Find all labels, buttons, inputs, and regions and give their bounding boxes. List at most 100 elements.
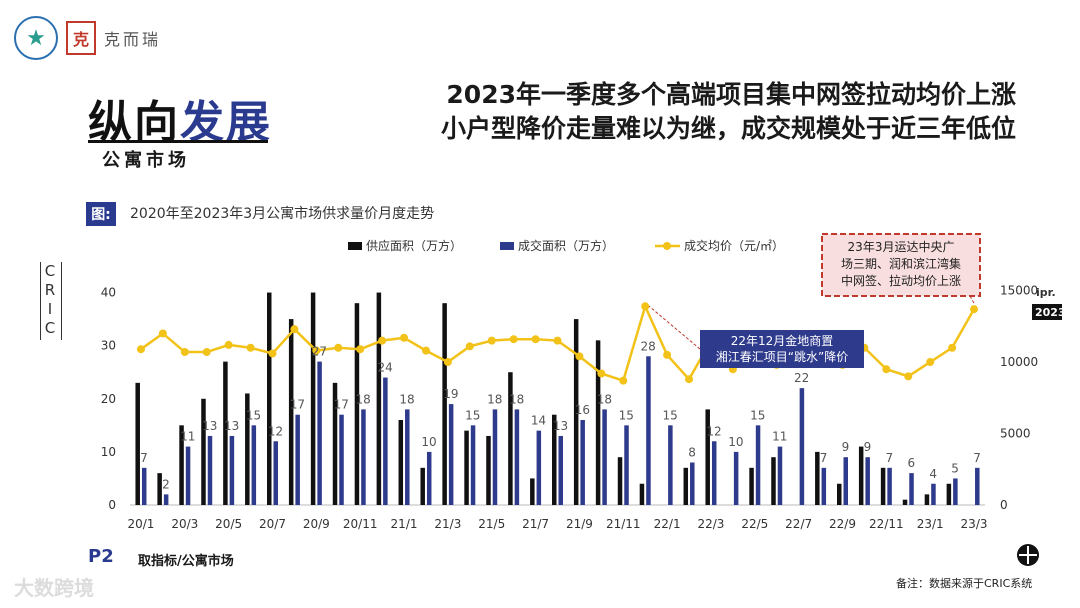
deal-area-data-label: 15 <box>619 408 634 422</box>
x-axis-tick-label: 22/9 <box>829 517 856 531</box>
price-point <box>443 358 452 367</box>
deal-area-bar <box>273 441 278 505</box>
deal-area-data-label: 7 <box>140 451 148 465</box>
deal-area-bar <box>295 414 300 505</box>
deal-area-data-label: 9 <box>864 440 872 454</box>
headline-line1: 2023年一季度多个高端项目集中网签拉动均价上涨 <box>446 80 1016 109</box>
deal-area-data-label: 13 <box>224 419 239 433</box>
x-axis-tick-label: 22/7 <box>785 517 812 531</box>
deal-area-bar <box>470 425 476 505</box>
deal-area-data-label: 12 <box>706 424 721 438</box>
deal-area-bar <box>865 457 870 505</box>
supply-bar <box>617 457 623 505</box>
deal-area-data-label: 18 <box>487 392 502 406</box>
supply-bar <box>464 430 469 505</box>
section-title-part1: 纵向 <box>88 97 180 148</box>
side-label-frame <box>40 262 62 340</box>
data-source-note: 备注：数据来源于CRIC系统 <box>896 577 1033 590</box>
deal-area-bar <box>536 430 542 505</box>
side-label-letter: I <box>47 300 53 318</box>
supply-bar <box>880 467 886 505</box>
deal-area-bar <box>690 462 695 505</box>
deal-area-data-label: 2 <box>162 477 170 491</box>
supply-bar <box>573 319 579 505</box>
x-axis-tick-label: 20/3 <box>171 517 198 531</box>
section-subtitle: 公寓市场 <box>102 150 190 171</box>
price-point <box>312 346 321 355</box>
deal-area-bar <box>339 414 344 505</box>
deal-area-data-label: 10 <box>421 435 436 449</box>
side-label-letter: R <box>44 281 56 299</box>
price-point <box>378 336 387 345</box>
price-point <box>202 348 211 357</box>
deal-area-data-label: 6 <box>907 456 915 470</box>
deal-area-bar <box>733 451 739 505</box>
annotation-text-price-rise: 场三期、润和滨江湾集 <box>841 256 961 271</box>
price-point <box>663 350 672 359</box>
price-point <box>641 302 650 311</box>
supply-bar <box>135 382 140 505</box>
deal-area-bar <box>251 425 257 505</box>
x-axis-tick-label: 21/7 <box>522 517 549 531</box>
supply-bar <box>858 446 864 505</box>
right-axis-badge-top: ipr. <box>1036 286 1056 299</box>
deal-area-data-label: 15 <box>750 408 765 422</box>
left-axis-tick-label: 0 <box>108 498 116 512</box>
supply-bar <box>420 467 425 505</box>
deal-area-bar <box>492 409 498 505</box>
price-point <box>224 340 233 349</box>
x-axis-tick-label: 21/3 <box>434 517 461 531</box>
supply-bar <box>902 499 908 505</box>
supply-bar <box>508 372 513 505</box>
supply-bar <box>595 340 601 505</box>
supply-bar <box>530 478 535 505</box>
x-axis-tick-label: 23/1 <box>917 517 944 531</box>
deal-area-bar <box>514 409 520 505</box>
deal-area-bar <box>931 483 936 505</box>
x-axis-tick-label: 21/5 <box>478 517 505 531</box>
deal-area-data-label: 4 <box>929 467 937 481</box>
x-axis-tick-label: 22/1 <box>654 517 681 531</box>
price-point <box>268 349 277 358</box>
price-point <box>926 358 935 367</box>
supply-bar <box>157 473 162 505</box>
seal-logo-icon: 克 <box>66 21 96 55</box>
deal-area-bar <box>668 425 673 505</box>
supply-bar <box>486 435 491 505</box>
x-axis-tick-label: 20/11 <box>343 517 378 531</box>
supply-bar <box>946 483 952 505</box>
brand-name: 克而瑞 <box>104 30 162 49</box>
deal-area-data-label: 18 <box>597 392 612 406</box>
deal-area-data-label: 17 <box>290 398 305 412</box>
deal-area-bar <box>755 425 761 505</box>
deal-area-bar <box>558 435 563 505</box>
left-axis-tick-label: 40 <box>101 286 116 300</box>
price-point <box>158 329 167 338</box>
deal-area-bar <box>405 409 410 505</box>
deal-area-data-label: 15 <box>246 408 261 422</box>
annotation-text-price-drop: 22年12月金地商置 <box>731 333 834 348</box>
annotation-text-price-drop: 湘江春汇项目“跳水”降价 <box>716 349 848 364</box>
legend-swatch-deal-area <box>500 242 514 250</box>
deal-area-data-label: 13 <box>553 419 568 433</box>
price-point <box>685 375 694 384</box>
deal-area-bar <box>448 404 454 505</box>
supply-bar <box>683 467 689 505</box>
deal-area-data-label: 12 <box>268 424 283 438</box>
deal-area-data-label: 18 <box>399 392 414 406</box>
deal-area-bar <box>975 467 980 505</box>
legend-swatch-price-dot <box>663 242 671 250</box>
deal-area-bar <box>887 467 892 505</box>
deal-area-bar <box>799 388 805 505</box>
right-axis-tick-label: 10000 <box>1000 355 1038 369</box>
deal-area-bar <box>602 409 607 505</box>
annotation-box-price-rise <box>821 233 981 297</box>
supply-bar <box>332 382 338 505</box>
price-point <box>421 346 430 355</box>
section-title-part2: 发展 <box>180 97 272 148</box>
price-point <box>509 335 518 344</box>
price-point <box>180 348 189 357</box>
deal-area-data-label: 15 <box>662 408 677 422</box>
deal-area-data-label: 28 <box>641 339 656 353</box>
supply-bar <box>837 483 842 505</box>
